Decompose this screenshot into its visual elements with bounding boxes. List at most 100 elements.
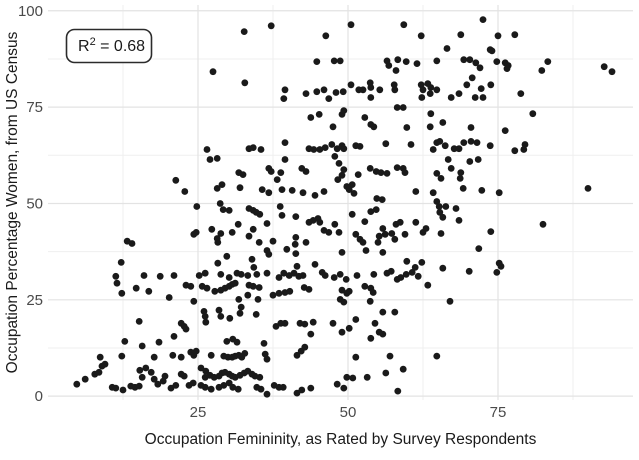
data-point: [113, 279, 121, 287]
data-point: [369, 289, 377, 296]
data-point: [229, 383, 237, 391]
data-point: [347, 81, 355, 89]
data-point: [340, 145, 348, 153]
data-point: [332, 89, 340, 96]
data-point: [408, 269, 416, 276]
data-point: [320, 188, 328, 195]
data-point: [437, 175, 445, 182]
data-point: [249, 225, 257, 233]
data-point: [307, 330, 315, 338]
data-point: [195, 272, 203, 279]
data-point: [487, 81, 495, 89]
data-point: [209, 68, 217, 76]
data-point: [261, 350, 269, 358]
data-point: [350, 190, 358, 197]
data-point: [333, 380, 341, 388]
data-point: [362, 247, 370, 254]
data-point: [383, 170, 391, 177]
data-point: [237, 303, 245, 311]
data-point: [217, 313, 225, 320]
data-point: [459, 185, 467, 192]
data-point: [267, 22, 275, 30]
data-point: [338, 249, 346, 256]
data-point: [335, 229, 343, 236]
data-point: [202, 318, 210, 326]
data-point: [382, 369, 390, 377]
data-point: [165, 294, 173, 301]
data-point: [418, 259, 426, 266]
data-point: [471, 94, 479, 101]
data-point: [189, 379, 197, 387]
data-point: [181, 188, 189, 195]
data-point: [402, 271, 410, 278]
data-point: [293, 262, 301, 270]
data-point: [302, 239, 310, 246]
data-point: [257, 385, 265, 393]
data-point: [156, 272, 164, 280]
data-point: [293, 389, 301, 397]
data-point: [336, 271, 344, 278]
data-point: [316, 218, 324, 226]
data-point: [307, 114, 315, 121]
data-point: [244, 272, 252, 279]
data-point: [291, 240, 299, 248]
data-point: [257, 146, 265, 153]
data-point: [201, 373, 209, 381]
data-point: [456, 175, 464, 182]
data-point: [460, 56, 468, 64]
data-point: [278, 186, 286, 194]
data-point: [539, 220, 547, 228]
data-point: [215, 306, 223, 314]
data-point: [276, 203, 284, 210]
data-point: [203, 146, 211, 153]
data-point: [366, 165, 374, 172]
data-point: [418, 94, 426, 101]
data-point: [455, 145, 463, 153]
data-point: [302, 168, 310, 175]
data-point: [112, 272, 120, 280]
data-point: [374, 239, 382, 246]
data-point: [495, 189, 503, 197]
data-point: [385, 62, 393, 69]
data-point: [132, 284, 140, 292]
data-point: [272, 323, 280, 330]
data-point: [225, 274, 233, 281]
data-point: [401, 169, 409, 177]
data-point: [361, 114, 369, 121]
data-point: [214, 259, 222, 267]
data-point: [340, 384, 348, 392]
data-point: [239, 171, 247, 179]
data-point: [429, 146, 437, 153]
data-point: [452, 205, 460, 212]
data-point: [447, 165, 455, 172]
data-point: [288, 187, 296, 194]
data-point: [73, 380, 81, 388]
data-point: [467, 138, 475, 145]
data-point: [477, 85, 485, 92]
data-point: [223, 252, 231, 260]
data-point: [367, 208, 375, 216]
data-point: [216, 200, 224, 207]
data-point: [345, 186, 353, 194]
data-point: [201, 313, 209, 320]
data-point: [342, 276, 350, 283]
data-point: [419, 86, 427, 94]
data-point: [363, 373, 371, 381]
data-point: [177, 353, 185, 361]
data-point: [96, 353, 104, 361]
data-point: [231, 279, 239, 287]
data-point: [393, 164, 401, 172]
data-point: [367, 94, 375, 101]
data-point: [329, 319, 337, 327]
data-point: [169, 351, 177, 359]
data-point: [235, 296, 243, 303]
data-point: [403, 124, 411, 131]
data-point: [245, 232, 253, 240]
data-point: [352, 353, 360, 361]
data-point: [321, 272, 329, 279]
data-point: [273, 176, 281, 184]
data-point: [298, 386, 306, 394]
data-point: [439, 264, 447, 272]
